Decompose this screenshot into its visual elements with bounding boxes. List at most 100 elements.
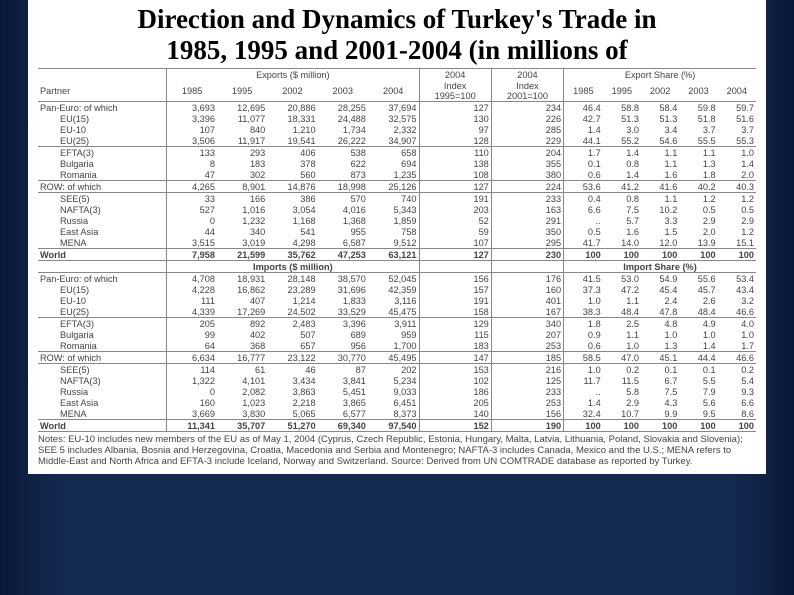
cell: 1.4 xyxy=(679,340,717,352)
cell: 386 xyxy=(267,193,317,205)
cell: 3,054 xyxy=(267,204,317,215)
cell: 1,368 xyxy=(318,215,368,226)
cell: 130 xyxy=(419,113,491,124)
cell: 1.1 xyxy=(641,158,679,169)
cell: 10.7 xyxy=(603,408,641,420)
cell: 1,859 xyxy=(368,215,419,226)
cell: 368 xyxy=(217,340,267,352)
cell: 302 xyxy=(217,169,267,181)
cell: 1.4 xyxy=(603,147,641,159)
table-row: East Asia44340541955758593500.51.61.52.0… xyxy=(38,226,756,237)
table-row: Bulgaria81833786226941383550.10.81.11.31… xyxy=(38,158,756,169)
cell: 47.8 xyxy=(641,306,679,318)
cell: 1.3 xyxy=(679,158,717,169)
cell: 45.7 xyxy=(679,284,717,295)
cell: 4.8 xyxy=(641,318,679,330)
cell: 6,577 xyxy=(318,408,368,420)
cell: 157 xyxy=(419,284,491,295)
cell: .. xyxy=(564,386,603,397)
row-label: Pan-Euro: of which xyxy=(38,102,167,114)
table-row: NAFTA(3)1,3224,1013,4343,8415,2341021251… xyxy=(38,375,756,386)
cell: 52 xyxy=(419,215,491,226)
cell: 0 xyxy=(167,215,217,226)
cell: 657 xyxy=(267,340,317,352)
cell: 1,168 xyxy=(267,215,317,226)
cell: 2.0 xyxy=(679,226,717,237)
row-label: NAFTA(3) xyxy=(38,375,167,386)
cell: 1.1 xyxy=(679,147,717,159)
cell: 291 xyxy=(491,215,563,226)
cell: 1.7 xyxy=(718,340,756,352)
row-label: EU(15) xyxy=(38,113,167,124)
cell: 23,289 xyxy=(267,284,317,295)
cell: 87 xyxy=(318,364,368,376)
cell: 0.4 xyxy=(564,193,603,205)
cell: 51.6 xyxy=(718,113,756,124)
cell: 1.0 xyxy=(564,364,603,376)
cell: 43.4 xyxy=(718,284,756,295)
cell: 1.4 xyxy=(718,158,756,169)
cell: 108 xyxy=(419,169,491,181)
cell: 1,210 xyxy=(267,124,317,135)
cell: 4,339 xyxy=(167,306,217,318)
cell: 45.1 xyxy=(641,352,679,364)
cell: 224 xyxy=(491,181,563,193)
table-row: Russia02,0823,8635,4519,033186233..5.87.… xyxy=(38,386,756,397)
table-row: EFTA(3)2058922,4833,3963,9111293401.82.5… xyxy=(38,318,756,330)
import-share-header: Import Share (%) xyxy=(564,261,756,273)
cell: 40.3 xyxy=(718,181,756,193)
cell: 4,016 xyxy=(318,204,368,215)
cell: 38.3 xyxy=(564,306,603,318)
cell: 47.0 xyxy=(603,352,641,364)
idx-2004a: 2004 xyxy=(419,69,491,81)
cell: 1.1 xyxy=(641,147,679,159)
cell: 204 xyxy=(491,147,563,159)
cell: 18,998 xyxy=(318,181,368,193)
cell: 1.8 xyxy=(679,169,717,181)
cell: 47.2 xyxy=(603,284,641,295)
cell: 2.9 xyxy=(718,215,756,226)
cell: 1.2 xyxy=(718,226,756,237)
cell: 2.0 xyxy=(718,169,756,181)
cell: 55.3 xyxy=(718,135,756,147)
cell: 24,502 xyxy=(267,306,317,318)
cell: 2,332 xyxy=(368,124,419,135)
cell: 2,082 xyxy=(217,386,267,397)
cell: 32,575 xyxy=(368,113,419,124)
partner-header: Partner xyxy=(38,80,167,102)
cell: 40.2 xyxy=(679,181,717,193)
cell: 51.3 xyxy=(603,113,641,124)
cell: 507 xyxy=(267,329,317,340)
cell: 406 xyxy=(267,147,317,159)
cell: 160 xyxy=(491,284,563,295)
cell: 2.6 xyxy=(679,295,717,306)
cell: 3.7 xyxy=(679,124,717,135)
row-label: East Asia xyxy=(38,226,167,237)
cell: 12,695 xyxy=(217,102,267,114)
cell: 59.8 xyxy=(679,102,717,114)
cell: 147 xyxy=(419,352,491,364)
table-row: EU(25)3,50611,91719,54126,22234,90712822… xyxy=(38,135,756,147)
cell: 44 xyxy=(167,226,217,237)
table-row: EU(25)4,33917,26924,50233,52945,47515816… xyxy=(38,306,756,318)
cell: 38,570 xyxy=(318,273,368,285)
row-label: Russia xyxy=(38,215,167,226)
cell: 127 xyxy=(419,102,491,114)
cell: 1.6 xyxy=(603,226,641,237)
cell: 340 xyxy=(491,318,563,330)
cell: 0.1 xyxy=(679,364,717,376)
cell: 407 xyxy=(217,295,267,306)
cell: 102 xyxy=(419,375,491,386)
cell: 0.2 xyxy=(603,364,641,376)
cell: 46.4 xyxy=(564,102,603,114)
row-label: ROW: of which xyxy=(38,181,167,193)
cell: 53.4 xyxy=(718,273,756,285)
cell: 0.2 xyxy=(718,364,756,376)
cell: 401 xyxy=(491,295,563,306)
row-label: SEE(5) xyxy=(38,364,167,376)
table-row: MENA3,5153,0194,2986,5879,51210729541.71… xyxy=(38,237,756,249)
cell: 19,541 xyxy=(267,135,317,147)
table-row: SEE(5)1146146872021532161.00.20.10.10.2 xyxy=(38,364,756,376)
cell: 5.8 xyxy=(603,386,641,397)
cell: 10.2 xyxy=(641,204,679,215)
